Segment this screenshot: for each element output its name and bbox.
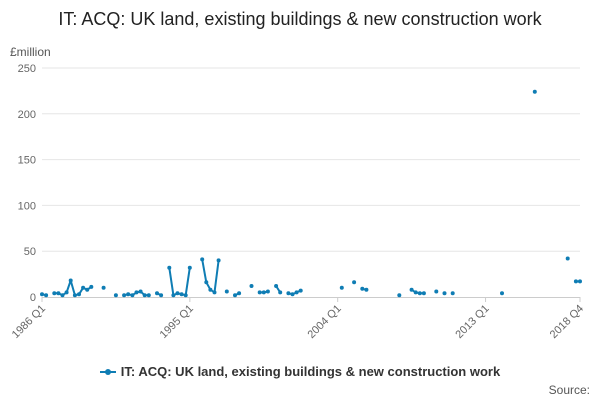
y-tick-label: 250 <box>18 63 36 75</box>
data-point[interactable] <box>286 291 291 296</box>
data-point[interactable] <box>339 285 344 290</box>
data-point[interactable] <box>56 291 61 296</box>
data-point[interactable] <box>179 292 184 297</box>
data-point[interactable] <box>77 292 81 297</box>
data-point[interactable] <box>183 293 188 298</box>
x-tick-label: 1995 Q1 <box>158 303 196 341</box>
data-point[interactable] <box>212 290 217 295</box>
data-point[interactable] <box>298 288 303 293</box>
data-point[interactable] <box>216 258 221 263</box>
data-point[interactable] <box>294 290 299 295</box>
data-point[interactable] <box>421 291 426 296</box>
series-layer <box>40 89 582 298</box>
series-line <box>411 288 424 295</box>
data-point[interactable] <box>68 278 73 283</box>
y-tick-label: 100 <box>18 200 36 212</box>
data-point[interactable] <box>204 280 209 285</box>
data-point[interactable] <box>159 293 164 298</box>
data-point[interactable] <box>200 257 205 262</box>
data-point[interactable] <box>265 289 270 294</box>
data-point[interactable] <box>134 290 139 295</box>
series-line <box>288 289 302 296</box>
source-label: Source: <box>548 383 590 397</box>
data-point[interactable] <box>233 293 237 298</box>
data-point[interactable] <box>130 293 135 298</box>
data-point[interactable] <box>397 293 402 298</box>
data-point[interactable] <box>500 291 504 296</box>
data-point[interactable] <box>413 290 418 295</box>
data-point[interactable] <box>85 287 90 292</box>
data-point[interactable] <box>352 280 357 285</box>
y-axis-unit-label: £million <box>10 45 51 59</box>
data-point[interactable] <box>434 289 439 294</box>
data-point[interactable] <box>126 292 131 297</box>
data-point[interactable] <box>360 286 365 291</box>
data-point[interactable] <box>101 285 106 290</box>
data-point[interactable] <box>532 89 537 94</box>
series-0 <box>40 89 582 298</box>
data-point[interactable] <box>208 287 213 292</box>
data-point[interactable] <box>573 279 578 284</box>
data-point[interactable] <box>122 293 127 298</box>
data-point[interactable] <box>146 293 151 298</box>
data-point[interactable] <box>409 287 414 292</box>
data-point[interactable] <box>278 290 283 295</box>
series-line <box>54 279 92 297</box>
data-point[interactable] <box>52 291 57 296</box>
data-point[interactable] <box>274 284 279 288</box>
data-point[interactable] <box>113 293 118 298</box>
data-point[interactable] <box>40 292 44 297</box>
data-point[interactable] <box>237 291 242 296</box>
data-point[interactable] <box>417 291 422 296</box>
data-point[interactable] <box>442 291 447 296</box>
data-point[interactable] <box>175 291 180 296</box>
x-tick-label: 2018 Q4 <box>548 303 586 341</box>
data-point[interactable] <box>187 265 192 270</box>
data-point[interactable] <box>450 291 455 296</box>
data-point[interactable] <box>249 284 254 288</box>
data-point[interactable] <box>224 289 229 294</box>
data-point[interactable] <box>167 265 172 270</box>
series-line <box>201 259 220 294</box>
data-point[interactable] <box>44 293 49 298</box>
data-point[interactable] <box>290 292 295 297</box>
data-point[interactable] <box>364 287 369 292</box>
data-point[interactable] <box>565 256 570 261</box>
chart-title: IT: ACQ: UK land, existing buildings & n… <box>58 9 542 29</box>
data-point[interactable] <box>89 284 94 289</box>
data-point[interactable] <box>578 279 582 284</box>
data-point[interactable] <box>138 289 143 294</box>
series-line <box>168 267 191 297</box>
x-tick-label: 1986 Q1 <box>10 303 48 341</box>
gridlines <box>42 67 580 252</box>
y-tick-label: 50 <box>24 246 36 258</box>
y-tick-label: 150 <box>18 155 36 167</box>
data-point[interactable] <box>257 290 262 295</box>
data-point[interactable] <box>142 293 147 298</box>
data-point[interactable] <box>81 285 86 290</box>
y-tick-label: 200 <box>18 109 36 121</box>
data-point[interactable] <box>261 290 266 295</box>
legend[interactable]: IT: ACQ: UK land, existing buildings & n… <box>0 364 600 379</box>
data-point[interactable] <box>64 290 69 295</box>
x-tick-label: 2013 Q1 <box>453 303 491 341</box>
x-tick-label: 2004 Q1 <box>305 303 343 341</box>
data-point[interactable] <box>72 293 77 298</box>
legend-item-label: IT: ACQ: UK land, existing buildings & n… <box>120 364 501 379</box>
y-tick-label: 0 <box>30 292 36 304</box>
data-point[interactable] <box>155 291 159 296</box>
axes: 0 50 100 150 200 250 1986 Q1 1995 Q1 2004 Q1 2013… <box>10 63 586 341</box>
data-point[interactable] <box>171 293 176 298</box>
legend-marker-icon <box>99 368 116 375</box>
data-point[interactable] <box>60 293 65 298</box>
